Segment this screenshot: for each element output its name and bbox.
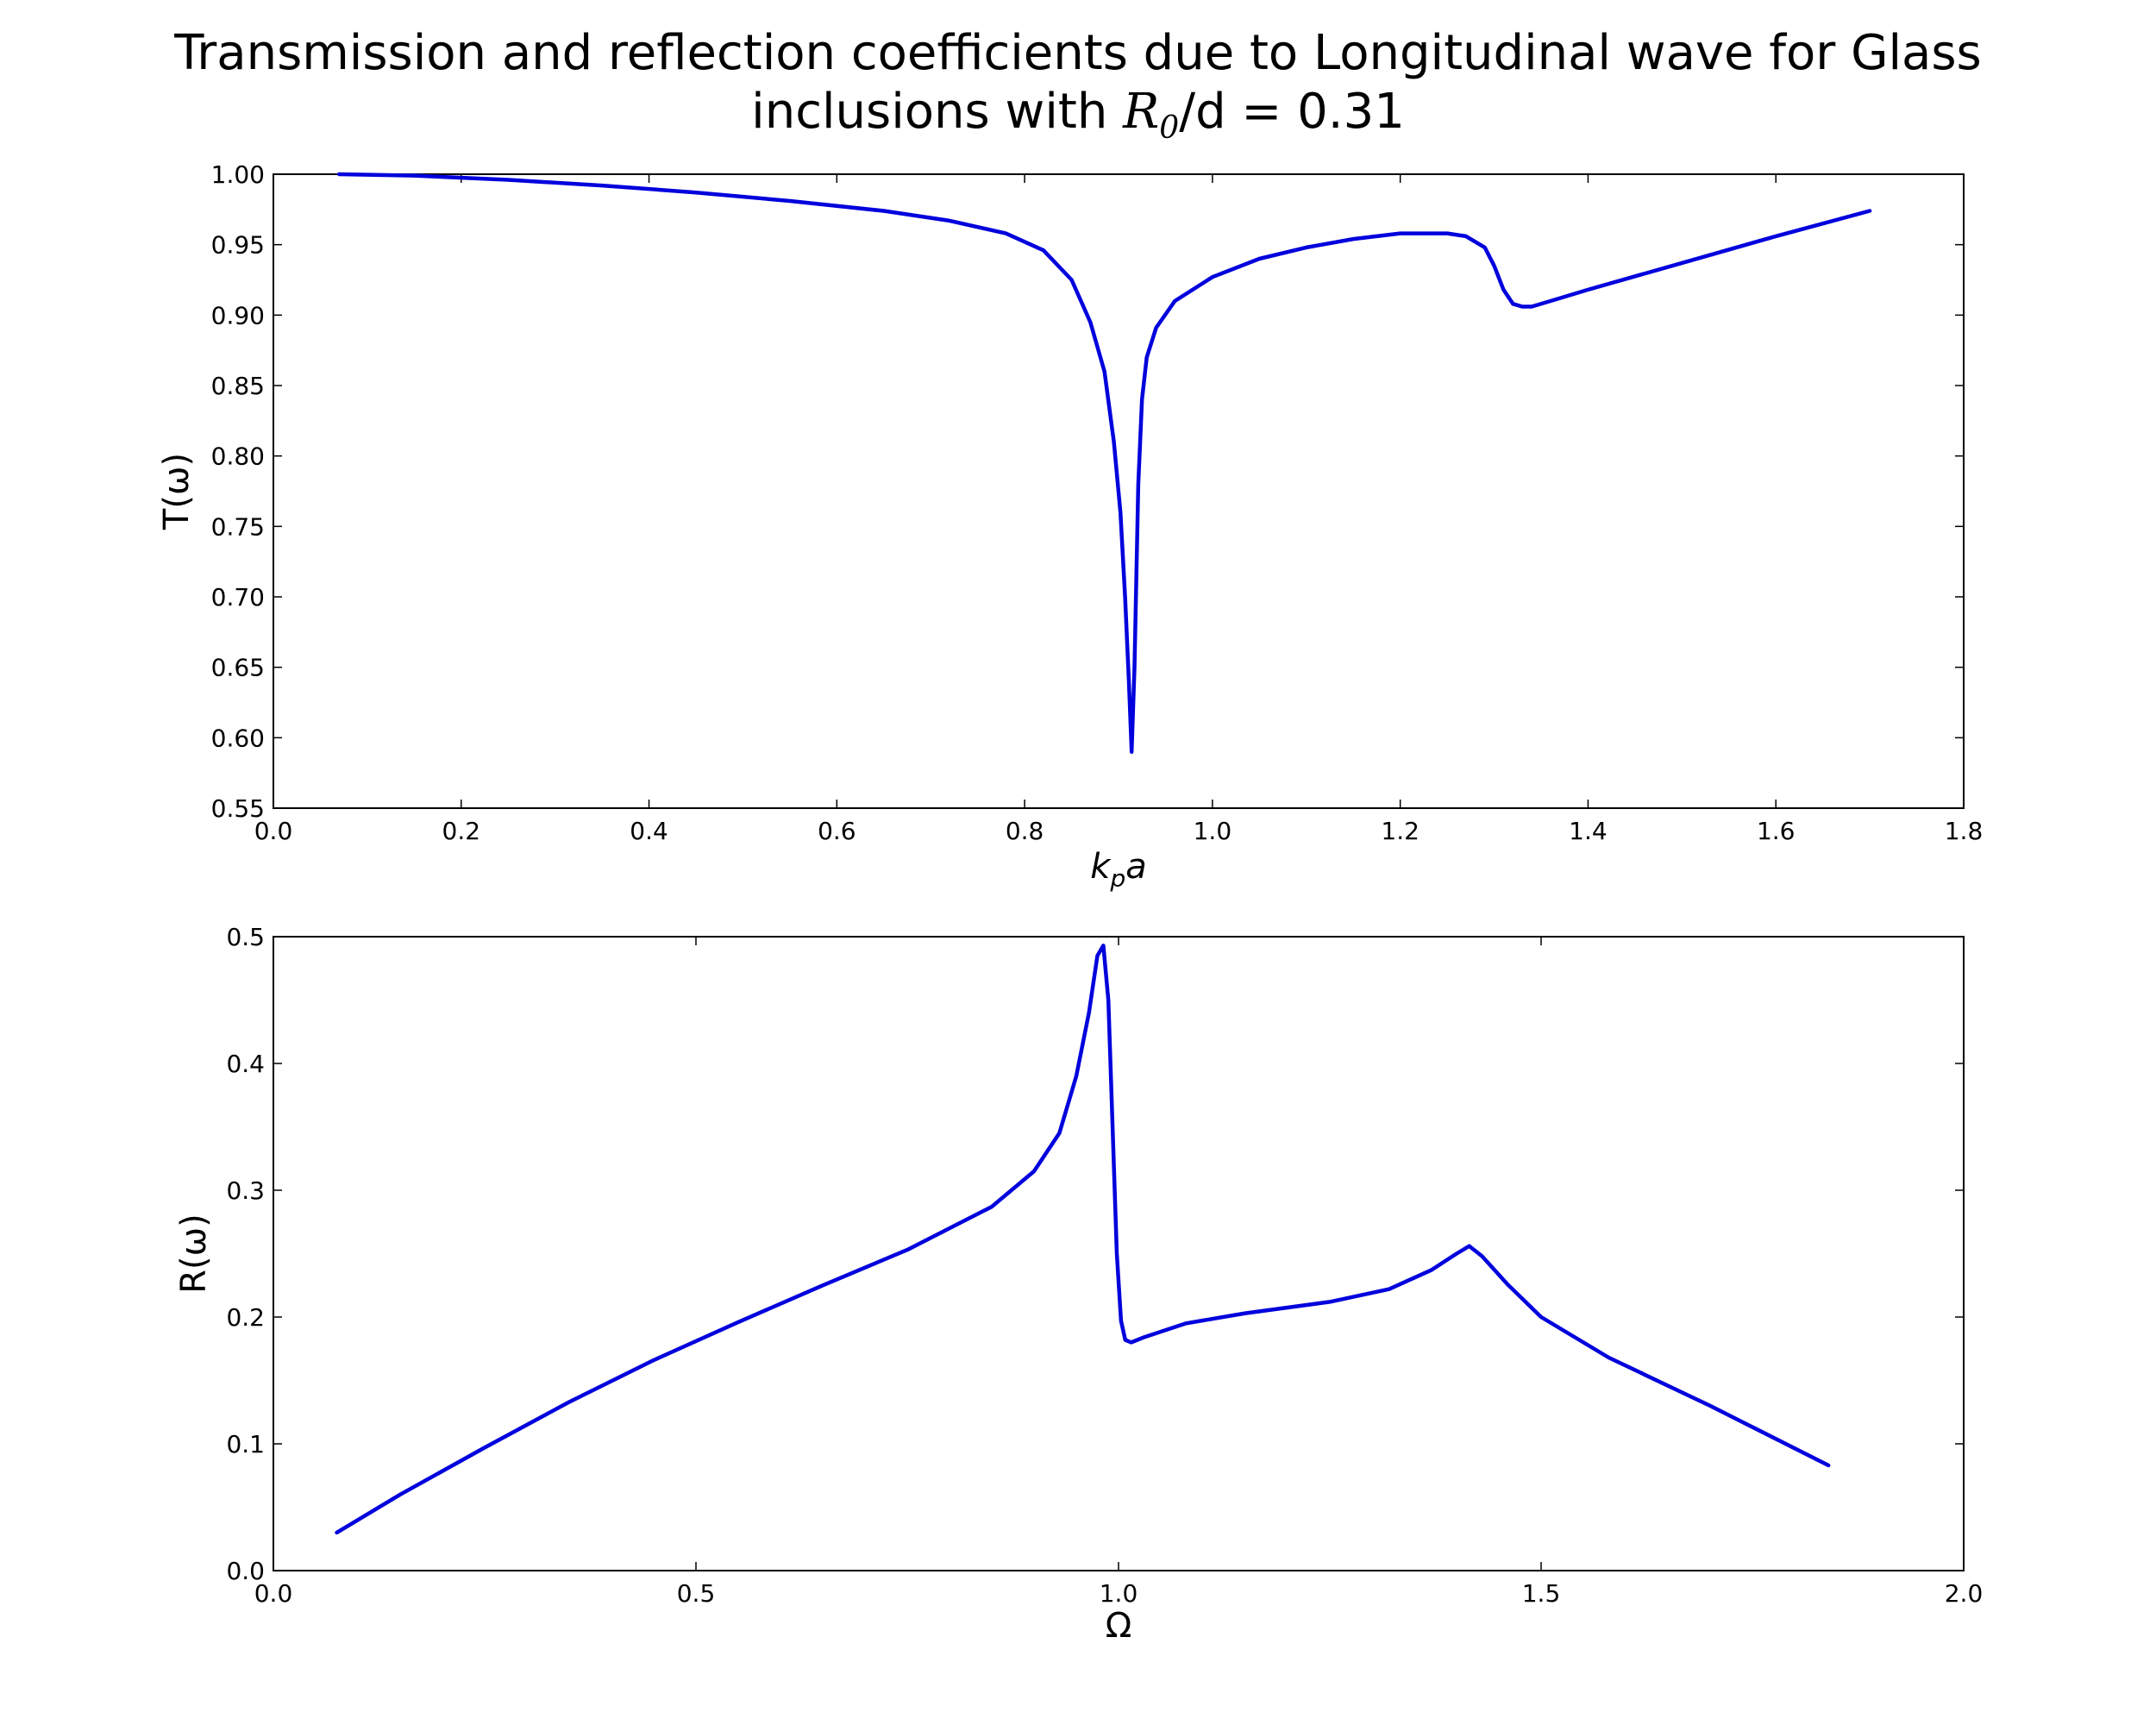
y-tick-label: 0.80: [211, 442, 265, 471]
x-tick-label: 1.4: [1569, 817, 1608, 845]
y-tick-label: 0.90: [211, 301, 265, 329]
y-tick-label: 0.2: [226, 1303, 265, 1332]
x-tick-label: 0.8: [1006, 817, 1044, 845]
figure-title: Transmission and reflection coefficients…: [0, 24, 2156, 158]
axes-frame: [273, 173, 1965, 809]
x-label-tail: a: [1125, 847, 1147, 887]
x-tick-label: 1.6: [1757, 817, 1796, 845]
x-tick-label: 0.5: [677, 1579, 716, 1608]
y-tick-label: 0.5: [226, 923, 265, 951]
title-line-2-post: /d = 0.31: [1179, 84, 1405, 140]
y-tick-label: 0.65: [211, 654, 265, 682]
x-tick-label: 0.4: [630, 817, 668, 845]
y-tick-label: 0.1: [226, 1430, 265, 1458]
y-tick-label: 0.60: [211, 724, 265, 752]
y-tick-label: 0.70: [211, 583, 265, 612]
x-tick-label: 1.5: [1522, 1579, 1561, 1608]
y-axis-label: R(ω): [174, 1214, 214, 1294]
x-label-sub: p: [1109, 864, 1125, 893]
y-tick-label: 0.85: [211, 372, 265, 400]
x-tick-label: 0.2: [442, 817, 481, 845]
y-tick-label: 0.75: [211, 512, 265, 541]
x-label-main: k: [1090, 847, 1112, 887]
x-tick-label: 1.0: [1100, 1579, 1138, 1608]
series-line-0: [335, 944, 1831, 1535]
title-line-2-pre: inclusions with: [751, 84, 1124, 140]
title-math-symbol: R: [1123, 84, 1160, 140]
y-tick-label: 0.55: [211, 794, 265, 823]
x-tick-label: 2.0: [1945, 1579, 1984, 1608]
x-tick-label: 1.2: [1381, 817, 1420, 845]
x-tick-label: 0.6: [818, 817, 856, 845]
reflection-chart: 0.0 0.5 1.0 1.5 2.0 0.0 0.1 0.2 0.3 0.4 0.5 Ω R(ω): [174, 923, 1983, 1646]
x-tick-label: 1.0: [1194, 817, 1232, 845]
title-line-2: inclusions with R0/d = 0.31: [0, 83, 2156, 158]
x-tick-label: 0.0: [254, 1579, 293, 1608]
y-tick-label: 0.95: [211, 231, 265, 260]
y-tick-label: 0.3: [226, 1176, 265, 1205]
x-tick-label: 0.0: [254, 817, 293, 845]
x-axis-label: Ω: [1106, 1606, 1132, 1646]
transmission-chart: 0.0 0.2 0.4 0.6 0.8 1.0 1.2 1.4 1.6 1.8 0.55 0.60 0.…: [157, 160, 1983, 893]
title-math-sub: 0: [1159, 110, 1180, 147]
y-tick-label: 0.4: [226, 1050, 265, 1078]
y-axis-label: T(ω): [157, 453, 197, 530]
y-tick-label: 0.0: [226, 1557, 265, 1585]
x-axis-label: kpa: [1090, 847, 1146, 893]
y-tick-label: 1.00: [211, 160, 265, 189]
x-tick-label: 1.8: [1945, 817, 1984, 845]
series-line-0: [336, 172, 1872, 754]
title-line-1: Transmission and reflection coefficients…: [174, 25, 1982, 81]
